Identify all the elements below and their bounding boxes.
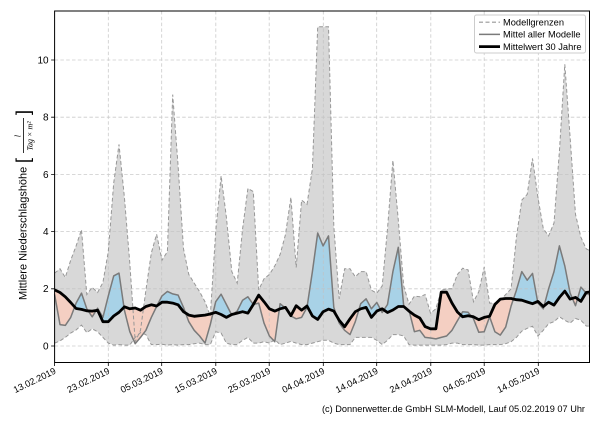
svg-text:Mittlere Niederschlagshöhe: Mittlere Niederschlagshöhe [18,167,30,300]
svg-text:Mittel aller Modelle: Mittel aller Modelle [503,30,581,40]
svg-text:]: ] [13,110,33,115]
svg-text:Tag × m²: Tag × m² [25,121,34,151]
svg-text:2: 2 [43,284,49,295]
svg-text:Mittelwert 30 Jahre: Mittelwert 30 Jahre [503,42,582,52]
svg-text:6: 6 [43,170,49,181]
svg-text:10: 10 [37,55,49,66]
svg-text:[: [ [13,158,33,163]
svg-text:4: 4 [43,227,49,238]
svg-text:l: l [13,134,23,137]
svg-text:(c) Donnerwetter.de GmbH SLM-M: (c) Donnerwetter.de GmbH SLM-Modell, Lau… [322,404,585,414]
svg-text:0: 0 [43,341,49,352]
svg-text:Modellgrenzen: Modellgrenzen [503,18,564,28]
svg-text:8: 8 [43,113,49,124]
